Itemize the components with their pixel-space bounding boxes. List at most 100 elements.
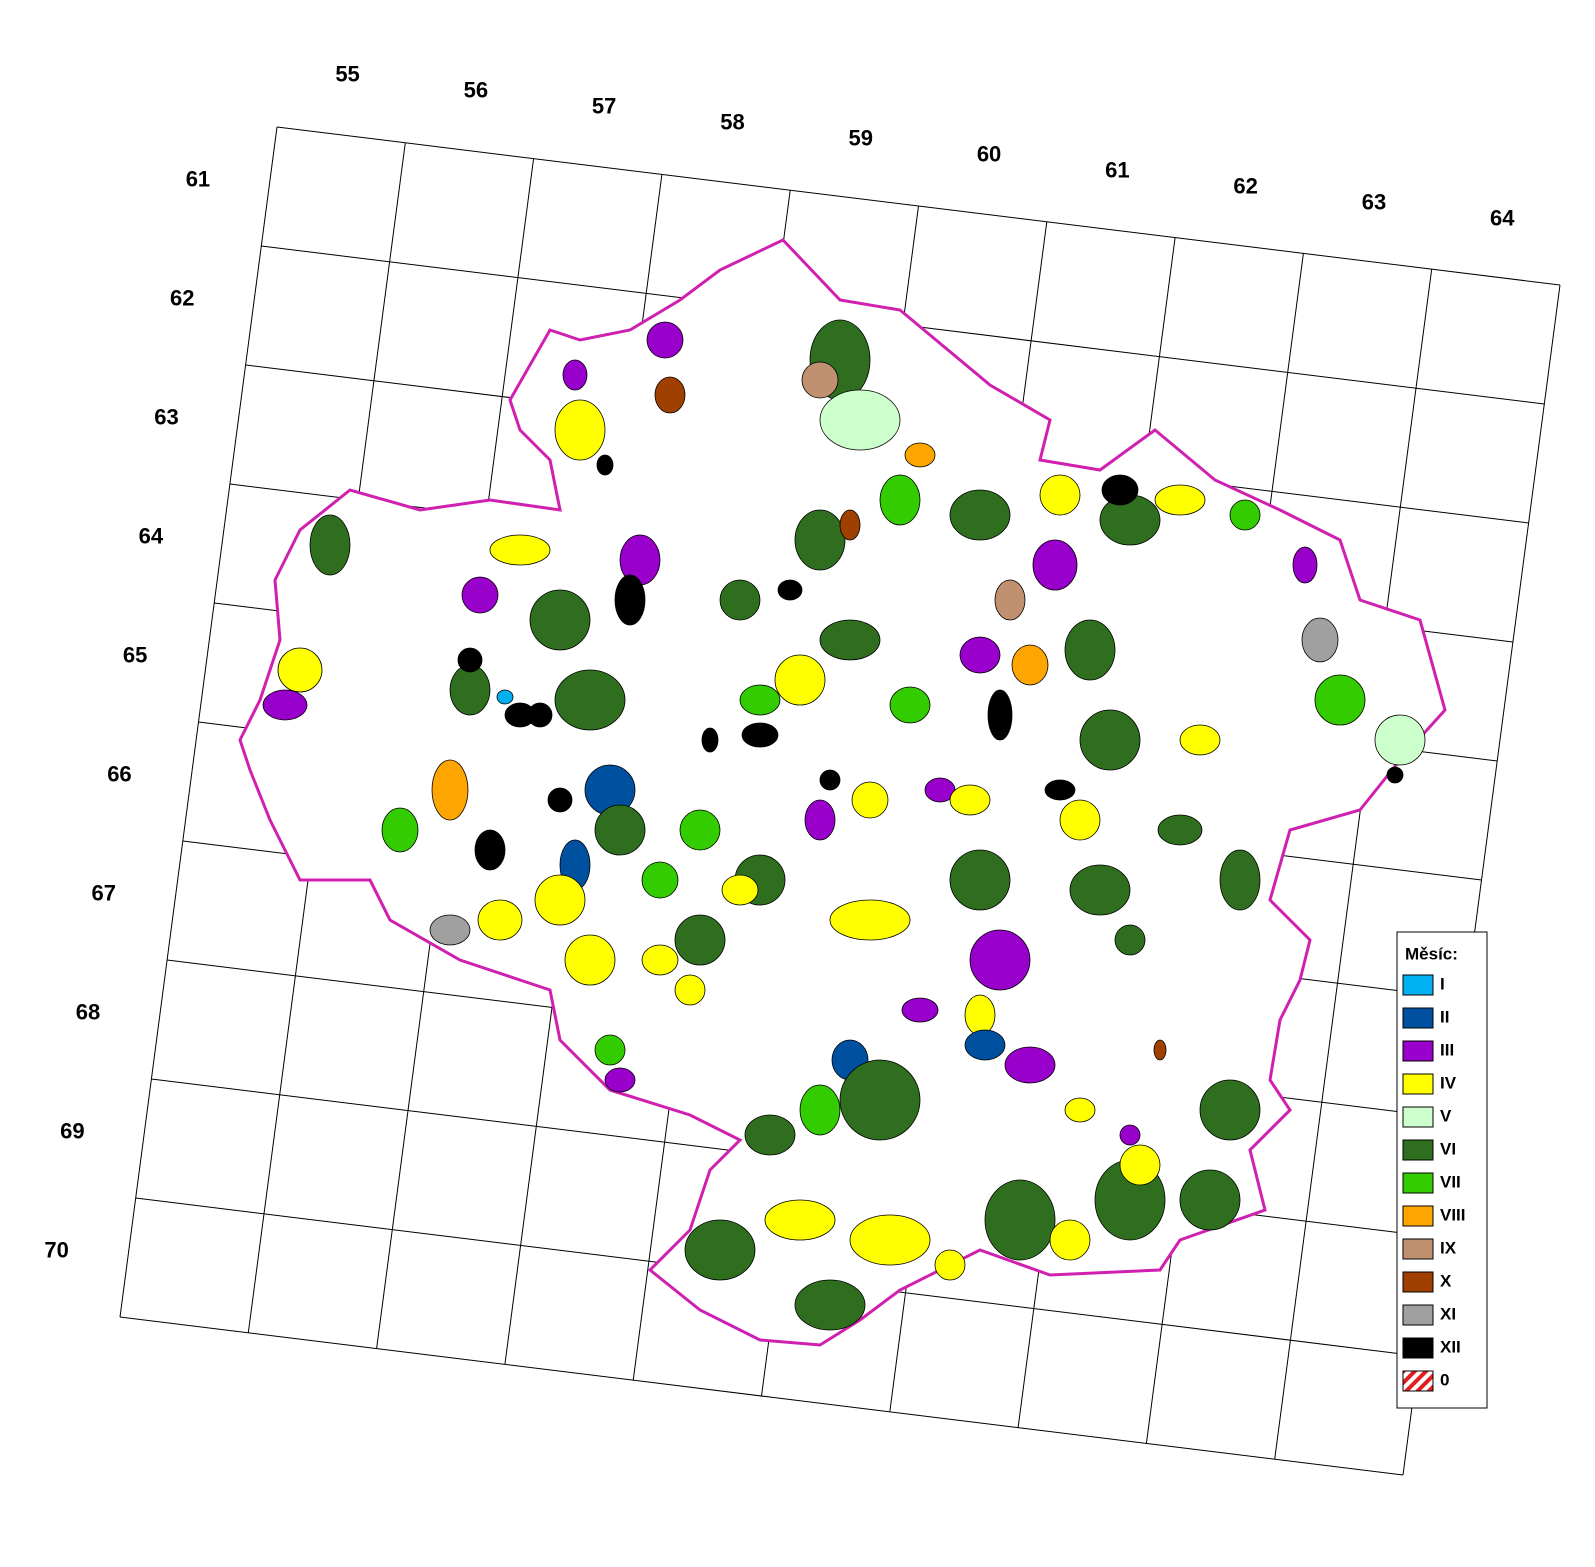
row-label: 70 [44,1237,68,1262]
district [449,664,491,716]
legend-label: 0 [1440,1370,1449,1389]
district [801,361,839,399]
district [1153,1039,1167,1061]
district [527,702,553,728]
column-label: 62 [1233,174,1257,199]
grid-line [119,1316,1404,1476]
district [547,787,573,813]
district [934,1249,966,1281]
district [1292,546,1318,584]
row-label: 63 [154,404,178,429]
legend-swatch [1402,1106,1434,1128]
district [614,574,646,626]
district [554,669,626,731]
district [381,807,419,853]
district [984,1179,1056,1261]
district [744,1114,796,1156]
column-label: 55 [335,62,359,87]
district [851,781,889,819]
district [969,929,1031,991]
legend-title: Měsíc: [1405,944,1458,963]
column-label: 57 [592,94,616,119]
district [474,829,506,871]
row-label: 62 [170,285,194,310]
district [1119,1124,1141,1146]
district [804,799,836,841]
legend-label: VIII [1440,1205,1466,1224]
legend-swatch [1402,1271,1434,1293]
legend-swatch [1402,1205,1434,1227]
district [777,579,803,601]
legend-label: IV [1440,1073,1457,1092]
legend-label: VII [1440,1172,1461,1191]
legend-label: IX [1440,1238,1457,1257]
district [819,769,841,791]
district [1386,766,1404,784]
district [879,474,921,526]
district [964,994,996,1036]
legend-swatch [1402,974,1434,996]
district [1114,924,1146,956]
district [849,1214,931,1266]
district [596,454,614,476]
district [739,684,781,716]
district [496,689,514,705]
district [674,914,726,966]
district [641,944,679,976]
legend-label: VI [1440,1139,1456,1158]
district [1157,814,1203,846]
legend-swatch [1402,1007,1434,1029]
legend-swatch [1402,1073,1434,1095]
legend-label: X [1440,1271,1452,1290]
row-label: 69 [60,1118,84,1143]
legend-swatch [1402,1172,1434,1194]
district [1039,474,1081,516]
district [764,1199,836,1241]
legend-label: I [1440,974,1445,993]
row-label: 64 [139,523,164,548]
district [1301,617,1339,663]
legend-label: XI [1440,1304,1456,1323]
district [839,509,861,541]
district [1064,1097,1096,1123]
district [1064,619,1116,681]
district [679,809,721,851]
legend-swatch [1402,1370,1434,1392]
column-label: 58 [720,110,744,135]
row-label: 67 [91,880,115,905]
grid-line [276,126,1561,286]
district [461,576,499,614]
district [309,514,351,576]
district [799,1084,841,1136]
row-label: 66 [107,761,131,786]
district [489,534,551,566]
legend-swatch [1402,1304,1434,1326]
district [594,804,646,856]
district [987,689,1013,741]
district [534,874,586,926]
district [819,619,881,661]
legend-label: V [1440,1106,1452,1125]
legend-swatch [1402,1040,1434,1062]
district [457,647,483,673]
district [1044,779,1076,801]
column-label: 63 [1362,190,1386,215]
district [646,321,684,359]
district [674,974,706,1006]
district [1059,799,1101,841]
district [604,1067,636,1093]
district [654,376,686,414]
legend-swatch [1402,1139,1434,1161]
district [949,489,1011,541]
district [1154,484,1206,516]
legend-label: II [1440,1007,1449,1026]
district [839,1059,921,1141]
district [721,874,759,906]
column-label: 64 [1490,206,1515,231]
district [1179,724,1221,756]
grid-labels: 55 56 57 58 59 60 61 62 63 64 61 62 63 64 65 66 67 68 69 70 [44,62,1515,1263]
column-label: 56 [464,78,488,103]
district [949,784,991,816]
